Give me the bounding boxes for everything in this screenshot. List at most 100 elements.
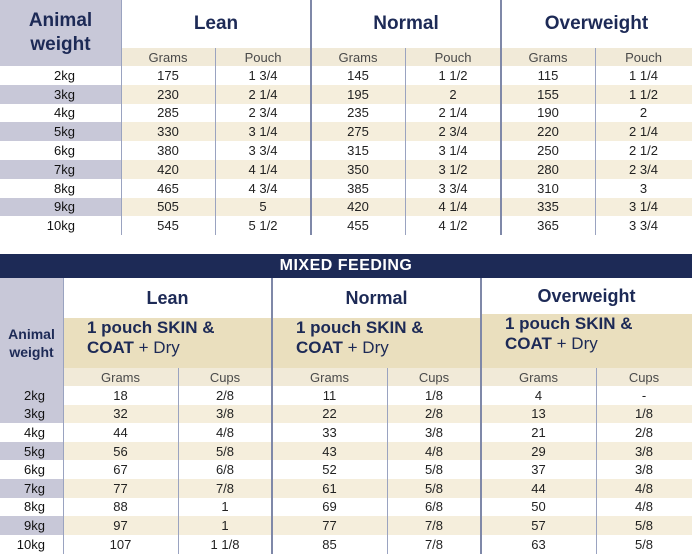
grams-cell: 52 <box>322 462 337 478</box>
grams-cell: 275 <box>311 122 405 142</box>
group-header-normal: Normal <box>311 0 501 48</box>
grams-cell: 455 <box>347 218 369 234</box>
weight-cell: 5kg <box>0 122 121 142</box>
pouch-cell: 3 1/4 <box>595 197 692 217</box>
pouch-cell: 3 3/4 <box>248 143 278 159</box>
weight-cell: 5kg <box>0 441 63 461</box>
animal-weight-label: Animal weight <box>8 326 55 360</box>
grams-cell: 13 <box>481 404 596 424</box>
grams-cell: 175 <box>157 67 179 83</box>
pouch-cell: 4 1/4 <box>405 197 501 217</box>
pouch-cell: 2 3/4 <box>405 122 501 142</box>
grams-cell: 285 <box>157 105 179 121</box>
grams-cell: 505 <box>121 197 215 217</box>
group-header-normal: Normal <box>272 278 481 318</box>
column-divider <box>63 278 64 554</box>
cups-cell: 1/8 <box>424 387 444 403</box>
cups-cell: 6/8 <box>215 462 235 478</box>
weight-cell: 10kg <box>16 536 45 552</box>
pouch-cell: 3 3/4 <box>629 218 658 234</box>
animal-weight-header: Animal weight <box>0 278 63 409</box>
grams-cell: 250 <box>537 143 559 159</box>
grams-cell: 220 <box>501 122 595 142</box>
pouch-cell: 5 1/2 <box>248 218 278 234</box>
grams-cell: 280 <box>501 160 595 179</box>
col-header-grams: Grams <box>121 48 215 66</box>
pouch-cell: 2 3/4 <box>248 105 278 121</box>
group-divider <box>271 278 273 554</box>
grams-cell: 44 <box>481 479 596 498</box>
grams-cell: 145 <box>347 67 369 83</box>
cups-cell: 1 <box>178 516 272 535</box>
pouch-cell: 1 1/4 <box>629 67 658 83</box>
grams-cell: 61 <box>272 479 387 498</box>
grams-cell: 32 <box>63 404 178 424</box>
weight-cell: 4kg <box>24 424 45 440</box>
weight-cell: 2kg <box>54 67 75 83</box>
grams-cell: 22 <box>272 404 387 424</box>
cups-cell: 4/8 <box>387 441 481 461</box>
grams-cell: 330 <box>121 122 215 142</box>
pouch-cell: 1 1/2 <box>438 67 468 83</box>
grams-cell: 67 <box>113 462 128 478</box>
weight-cell: 8kg <box>54 180 75 196</box>
dry-feeding-table: Animal weight Lean Normal Overweight Gra… <box>0 0 692 235</box>
pouch-cell: 3 1/4 <box>438 143 468 159</box>
grams-cell: 310 <box>537 180 559 196</box>
cups-cell: 7/8 <box>387 516 481 535</box>
cups-cell: 7/8 <box>424 536 444 552</box>
weight-cell: 7kg <box>0 160 121 179</box>
cups-cell: 4/8 <box>596 479 692 498</box>
cups-cell: 3/8 <box>424 424 444 440</box>
pouch-cell: 2 1/2 <box>629 143 658 159</box>
grams-cell: 56 <box>63 441 178 461</box>
cups-cell: 3/8 <box>596 441 692 461</box>
pouch-cell: 4 1/2 <box>438 218 468 234</box>
cups-cell: 4/8 <box>215 424 235 440</box>
grams-cell: 420 <box>121 160 215 179</box>
col-header-grams: Grams <box>501 48 595 66</box>
group-divider <box>310 0 312 235</box>
grams-cell: 63 <box>531 536 546 552</box>
col-header-grams: Grams <box>63 368 178 386</box>
cups-cell: - <box>641 387 647 403</box>
cups-cell: 1/8 <box>596 404 692 424</box>
mixed-feeding-table: MIXED FEEDING Animal weight Lean Normal … <box>0 254 692 554</box>
col-header-pouch: Pouch <box>405 48 501 66</box>
weight-cell: 4kg <box>54 105 75 121</box>
animal-weight-label: Animal weight <box>28 10 93 55</box>
mixed-feeding-banner: MIXED FEEDING <box>0 254 692 278</box>
grams-cell: 69 <box>322 499 337 515</box>
grams-cell: 18 <box>113 387 128 403</box>
column-divider <box>596 368 597 554</box>
cups-cell: 5/8 <box>596 516 692 535</box>
column-divider <box>178 368 179 554</box>
cups-cell: 2/8 <box>387 404 481 424</box>
cups-cell: 6/8 <box>424 499 444 515</box>
pouch-cell: 3 1/4 <box>215 122 311 142</box>
weight-cell: 7kg <box>0 479 63 498</box>
grams-cell: 88 <box>113 499 128 515</box>
pouch-cell: 2 <box>405 84 501 104</box>
pouch-cell: 5 <box>215 197 311 217</box>
column-divider <box>121 0 122 235</box>
grams-cell: 44 <box>113 424 128 440</box>
weight-cell: 8kg <box>24 499 45 515</box>
grams-cell: 195 <box>311 84 405 104</box>
grams-cell: 350 <box>311 160 405 179</box>
grams-cell: 97 <box>63 516 178 535</box>
column-divider <box>215 48 216 235</box>
pouch-cell: 3 3/4 <box>438 180 468 196</box>
pouch-cell: 2 3/4 <box>595 160 692 179</box>
grams-cell: 155 <box>501 84 595 104</box>
animal-weight-header: Animal weight <box>0 0 121 66</box>
grams-cell: 115 <box>537 67 559 83</box>
col-header-grams: Grams <box>481 368 596 386</box>
cups-cell: 2/8 <box>215 387 235 403</box>
weight-cell: 9kg <box>0 516 63 535</box>
col-header-cups: Cups <box>178 368 272 386</box>
pouch-cell: 3 <box>639 180 648 196</box>
col-header-grams: Grams <box>272 368 387 386</box>
grams-cell: 545 <box>157 218 179 234</box>
group-header-overweight: Overweight <box>481 278 692 314</box>
